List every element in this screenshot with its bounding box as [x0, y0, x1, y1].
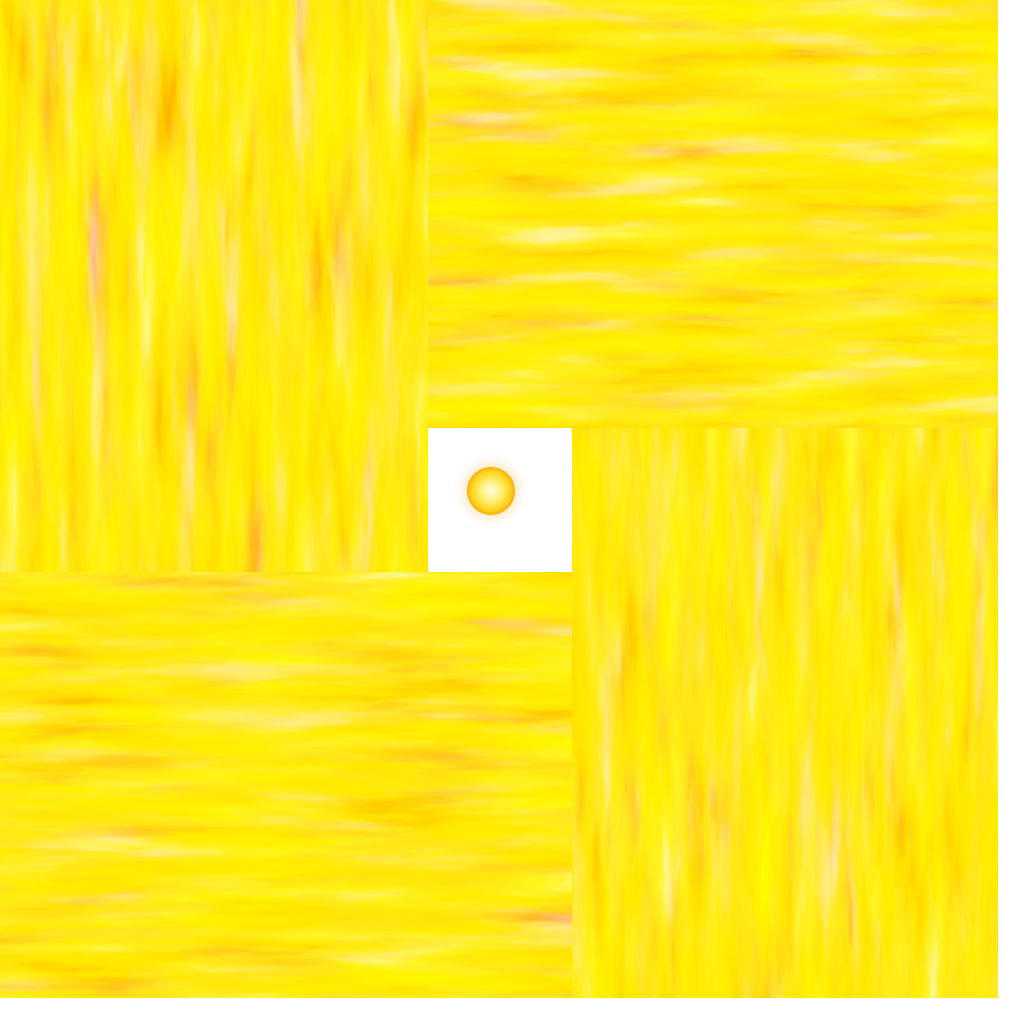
fire-tile-bottom-left	[0, 572, 572, 998]
fire-tile-bottom-right	[572, 428, 998, 998]
glowing-orb-icon	[467, 467, 515, 515]
fire-tile-top-left	[0, 0, 428, 572]
fire-texture-vertical-a	[0, 0, 428, 572]
fire-texture-vertical-b	[572, 428, 998, 998]
fire-tile-top-right	[428, 0, 998, 428]
fire-texture-horizontal-b	[0, 572, 572, 998]
fire-texture-horizontal-a	[428, 0, 998, 428]
